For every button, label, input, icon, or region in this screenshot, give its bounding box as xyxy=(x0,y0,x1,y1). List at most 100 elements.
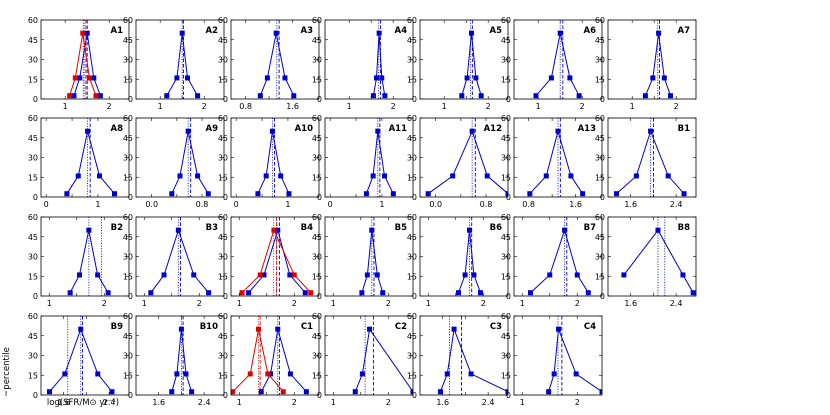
data-point-blue xyxy=(543,173,549,179)
data-point-blue xyxy=(690,290,696,296)
data-point-blue xyxy=(84,30,90,36)
y-tick-label: 60 xyxy=(501,16,511,25)
x-tick-label: 2 xyxy=(575,299,580,308)
data-point-blue xyxy=(109,389,115,395)
x-tick-label: 1 xyxy=(520,299,525,308)
data-point-blue xyxy=(367,326,373,332)
x-tick-label: 2.4 xyxy=(103,398,116,407)
y-tick-label: 15 xyxy=(407,371,417,380)
data-point-blue xyxy=(78,326,84,332)
panel-frame xyxy=(230,315,320,396)
series-line-blue xyxy=(439,327,508,393)
panel-label: B10 xyxy=(200,322,218,332)
panel-frame xyxy=(230,216,320,297)
y-tick-label: 15 xyxy=(218,371,228,380)
panel-a11: 0 15 30 45 60 0 1 A11 xyxy=(312,114,414,209)
x-tick-label: 2 xyxy=(386,299,391,308)
panel-label: A6 xyxy=(584,26,597,36)
y-tick-label: 15 xyxy=(595,75,605,84)
y-tick-label: 15 xyxy=(312,371,322,380)
panel-label: A1 xyxy=(111,26,124,36)
data-point-blue xyxy=(573,371,579,377)
y-tick-label: 30 xyxy=(218,154,228,163)
y-tick-label: 45 xyxy=(501,332,511,341)
panel-label: B6 xyxy=(490,223,502,233)
data-point-blue xyxy=(650,75,656,81)
data-point-blue xyxy=(195,93,201,99)
y-tick-label: 45 xyxy=(407,134,417,143)
y-tick-label: 0 xyxy=(600,193,605,202)
y-tick-label: 0 xyxy=(223,391,228,400)
panel-frame xyxy=(324,216,414,297)
data-point-blue xyxy=(546,389,552,395)
panel-c1: 0 15 30 45 60 1 2 C1 xyxy=(218,312,320,407)
panel-c2: 0 15 30 45 60 1 2 C2 xyxy=(312,312,414,407)
data-point-blue xyxy=(527,191,533,197)
panel-frame xyxy=(324,315,414,396)
y-tick-label: 30 xyxy=(123,253,133,262)
panel-label: B8 xyxy=(678,223,690,233)
x-tick-label: 1 xyxy=(426,299,431,308)
data-point-blue xyxy=(364,272,370,278)
y-tick-label: 0 xyxy=(600,95,605,104)
panel-frame xyxy=(40,315,130,396)
y-tick-label: 60 xyxy=(501,114,511,123)
series-line-blue xyxy=(530,228,589,294)
data-point-red xyxy=(308,290,314,296)
y-tick-label: 30 xyxy=(123,352,133,361)
panel-a13: 0 15 30 45 60 0.8 1.6 A13 xyxy=(501,114,603,209)
y-tick-label: 60 xyxy=(407,114,417,123)
y-tick-label: 15 xyxy=(407,173,417,182)
x-tick-label: 1 xyxy=(536,102,541,111)
data-point-blue xyxy=(291,93,297,99)
data-point-blue xyxy=(77,75,83,81)
panel-label: B9 xyxy=(111,322,123,332)
y-axis-label: ~percentile xyxy=(2,347,12,397)
data-point-blue xyxy=(287,371,293,377)
data-point-blue xyxy=(533,93,539,99)
panel-label: C2 xyxy=(395,322,407,332)
y-tick-label: 60 xyxy=(312,16,322,25)
x-tick-label: 2 xyxy=(580,102,585,111)
panel-plot-area xyxy=(67,20,103,99)
x-tick-label: 2 xyxy=(481,299,486,308)
y-tick-label: 60 xyxy=(312,312,322,321)
y-tick-label: 30 xyxy=(28,253,38,262)
x-tick-label: 1 xyxy=(520,398,525,407)
data-point-blue xyxy=(105,290,111,296)
y-tick-label: 45 xyxy=(407,332,417,341)
y-tick-label: 45 xyxy=(407,233,417,242)
panel-label: A4 xyxy=(395,26,408,36)
data-point-blue xyxy=(655,227,661,233)
data-point-blue xyxy=(665,173,671,179)
y-tick-label: 30 xyxy=(501,154,511,163)
data-point-blue xyxy=(205,191,211,197)
data-point-blue xyxy=(62,371,68,377)
y-tick-label: 60 xyxy=(218,312,228,321)
data-point-blue xyxy=(185,128,191,134)
y-tick-label: 60 xyxy=(595,114,605,123)
y-tick-label: 30 xyxy=(312,154,322,163)
x-tick-label: 0.8 xyxy=(239,102,252,111)
y-tick-label: 0 xyxy=(33,391,38,400)
panel-a5: 0 15 30 45 60 1 2 A5 xyxy=(407,16,509,111)
data-point-blue xyxy=(599,389,602,395)
panel-b10: 0 15 30 45 60 1.6 2.4 B10 xyxy=(123,312,225,407)
data-point-blue xyxy=(96,173,102,179)
panel-c4: 0 15 30 45 60 1 2 C4 xyxy=(501,312,603,407)
y-tick-label: 45 xyxy=(312,36,322,45)
y-tick-label: 30 xyxy=(312,253,322,262)
panel-frame xyxy=(230,19,320,100)
panel-plot-area xyxy=(67,217,111,296)
panel-frame xyxy=(419,216,509,297)
x-tick-label: 2.4 xyxy=(198,398,211,407)
panel-frame xyxy=(40,216,130,297)
y-tick-label: 60 xyxy=(28,312,38,321)
y-tick-label: 0 xyxy=(128,391,133,400)
panel-plot-area xyxy=(642,20,673,99)
y-tick-label: 15 xyxy=(123,75,133,84)
x-tick-label: 0 xyxy=(44,200,49,209)
x-tick-label: 2.4 xyxy=(670,299,683,308)
